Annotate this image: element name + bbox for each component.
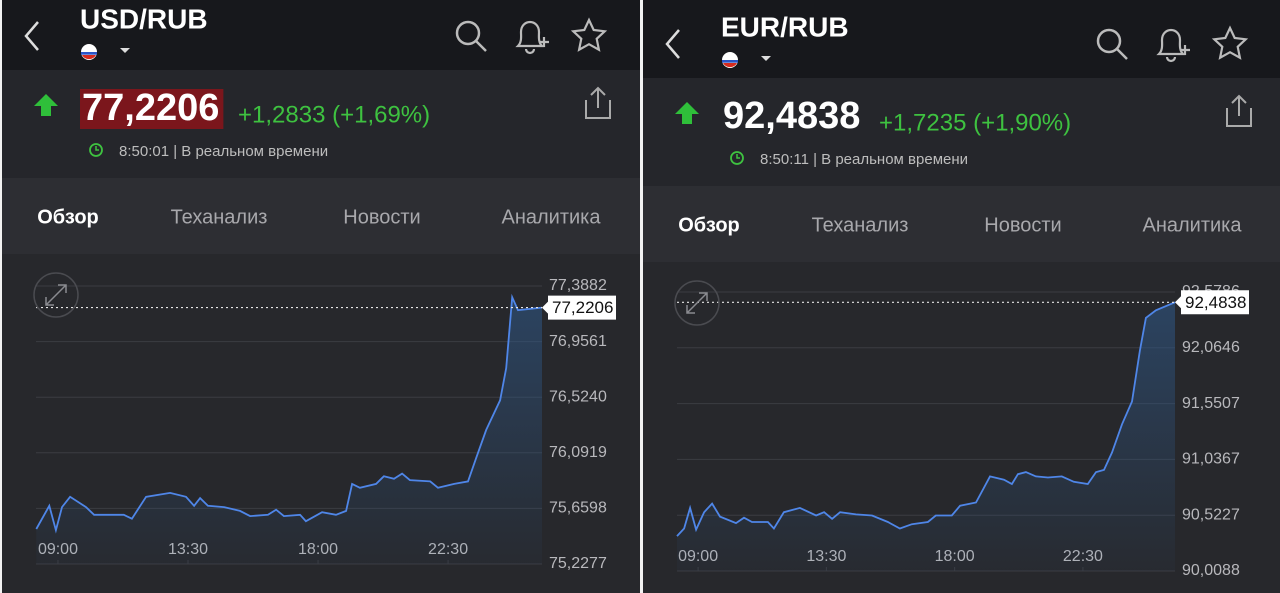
expand-icon bbox=[686, 292, 708, 314]
search-icon[interactable] bbox=[1096, 28, 1122, 54]
quote-area bbox=[643, 78, 1280, 186]
last-price-box bbox=[1175, 290, 1249, 315]
update-time: 8:50:11 | В реальном времени bbox=[760, 151, 968, 168]
tab[interactable]: Аналитика bbox=[1143, 214, 1243, 236]
clock-hands bbox=[736, 154, 740, 159]
y-tick-label: 75,6598 bbox=[549, 500, 607, 517]
tab[interactable]: Теханализ bbox=[812, 214, 909, 236]
header-bar bbox=[643, 0, 1280, 78]
y-tick-label: 92,0646 bbox=[1182, 339, 1240, 356]
area bbox=[36, 297, 543, 564]
bell-icon[interactable] bbox=[1156, 28, 1190, 63]
y-tick-label: 77,3882 bbox=[549, 277, 607, 294]
panel: USD/RUB 77,2206 +1,2833 (+1,69%) 8:50:01 | … bbox=[2, 0, 640, 593]
last-price-label: 77,2206 bbox=[552, 298, 613, 317]
clock-icon bbox=[89, 143, 103, 157]
price-highlight bbox=[80, 89, 224, 129]
panel: EUR/RUB 92,4838 +1,7235 (+1,90%) 8:50:11 | … bbox=[643, 0, 1280, 593]
price: 92,4838 bbox=[723, 95, 860, 137]
flag-blue bbox=[81, 52, 97, 55]
tab-bar bbox=[643, 186, 1280, 262]
bell-icon[interactable] bbox=[515, 20, 549, 55]
price-change: +1,7235 (+1,90%) bbox=[879, 109, 1071, 136]
last-price-box bbox=[542, 295, 616, 320]
last-price-label: 92,4838 bbox=[1185, 293, 1246, 312]
flag-red bbox=[82, 55, 96, 60]
flag-blue bbox=[722, 60, 738, 63]
update-time: 8:50:01 | В реальном времени bbox=[119, 143, 328, 160]
price-line bbox=[35, 293, 543, 534]
y-tick-label: 90,5227 bbox=[1182, 506, 1240, 523]
tab[interactable]: Обзор bbox=[678, 214, 740, 236]
price-change: +1,2833 (+1,69%) bbox=[238, 101, 430, 128]
price: 77,2206 bbox=[82, 87, 219, 129]
flag-red bbox=[723, 63, 737, 68]
y-tick-label: 76,5240 bbox=[549, 388, 607, 405]
share-icon[interactable] bbox=[1226, 94, 1252, 127]
up-arrow bbox=[675, 102, 699, 124]
y-tick-label: 90,0088 bbox=[1182, 562, 1240, 579]
tab[interactable]: Аналитика bbox=[502, 206, 602, 228]
header-bar bbox=[2, 0, 640, 70]
expand-button[interactable] bbox=[33, 272, 79, 318]
y-tick-label: 76,9561 bbox=[549, 333, 607, 350]
tab[interactable]: Теханализ bbox=[171, 206, 268, 228]
search-handle bbox=[475, 40, 487, 52]
up-arrow bbox=[34, 94, 58, 116]
pair-title: EUR/RUB bbox=[721, 11, 849, 42]
back-button[interactable] bbox=[665, 29, 680, 59]
star-icon[interactable] bbox=[570, 17, 608, 52]
back-button[interactable] bbox=[24, 21, 39, 51]
tab[interactable]: Обзор bbox=[37, 206, 99, 228]
share-icon[interactable] bbox=[585, 86, 611, 119]
y-tick-label: 91,0367 bbox=[1182, 451, 1240, 468]
y-tick-label: 91,5507 bbox=[1182, 395, 1240, 412]
pair-title: USD/RUB bbox=[80, 3, 208, 34]
expand-button[interactable] bbox=[674, 280, 720, 326]
clock-icon bbox=[730, 151, 744, 165]
y-tick-label: 76,0919 bbox=[549, 444, 607, 461]
price-line bbox=[676, 301, 1176, 537]
search-icon[interactable] bbox=[455, 20, 481, 46]
star-icon[interactable] bbox=[1211, 25, 1249, 60]
clock-hands bbox=[95, 146, 99, 151]
search-handle bbox=[1116, 48, 1128, 60]
dropdown-caret[interactable] bbox=[120, 48, 130, 53]
y-tick-label: 75,2277 bbox=[549, 555, 607, 572]
dropdown-caret[interactable] bbox=[761, 56, 771, 61]
area bbox=[677, 302, 1175, 571]
expand-icon bbox=[45, 284, 67, 306]
tab[interactable]: Новости bbox=[984, 214, 1061, 236]
tab-bar bbox=[2, 178, 640, 254]
tab[interactable]: Новости bbox=[343, 206, 420, 228]
